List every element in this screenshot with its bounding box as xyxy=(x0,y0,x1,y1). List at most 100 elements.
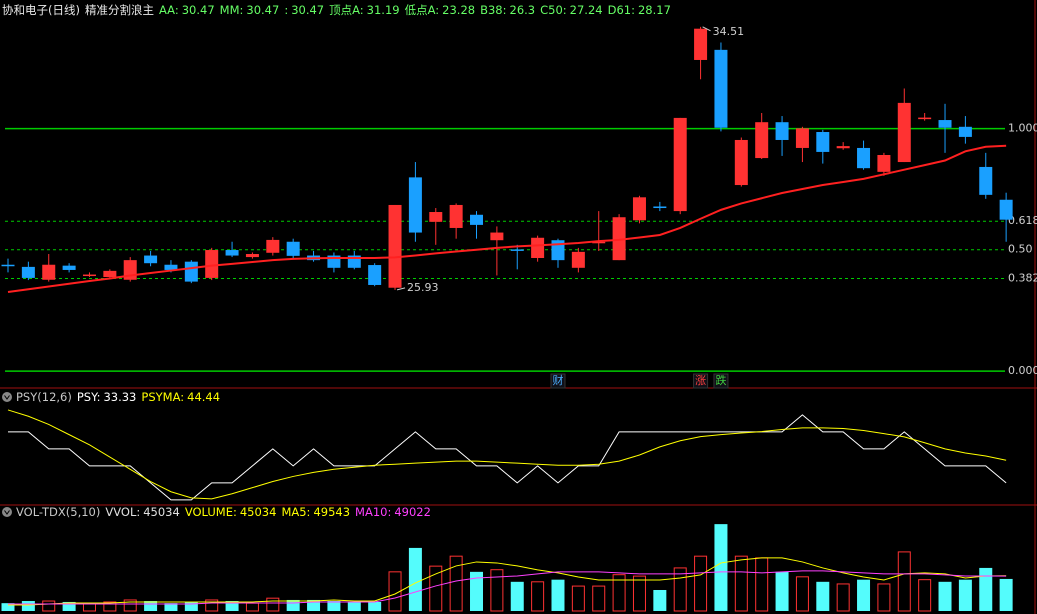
panel-icon xyxy=(4,395,10,400)
indicator-label: 低点A: xyxy=(404,3,440,17)
low-pointer xyxy=(396,287,406,291)
candle-body xyxy=(205,250,219,278)
event-label: 涨 xyxy=(695,374,706,387)
candle-body xyxy=(388,204,402,288)
volume-bar xyxy=(388,571,402,612)
indicator-label: MM: xyxy=(219,3,244,17)
indicator-line xyxy=(7,409,1007,500)
volume-bar xyxy=(21,601,35,611)
panel-title: PSY(12,6) xyxy=(16,390,72,404)
candle-body xyxy=(734,139,748,186)
header: 协和电子(日线) 精准分割浪主 AA: 30.47 MM: 30.47:30.47 顶点A:… xyxy=(2,3,671,17)
volume-bar xyxy=(755,557,769,612)
candle-body xyxy=(795,128,809,148)
volume-bar xyxy=(470,571,484,611)
legend-value: 45034 xyxy=(143,505,180,519)
candle-body xyxy=(103,270,117,278)
panel-icon xyxy=(2,507,12,517)
candle-body xyxy=(184,261,198,282)
legend-value: 44.44 xyxy=(187,390,221,404)
volume-bar xyxy=(82,603,96,612)
level-label: 0.50 xyxy=(1008,243,1033,256)
volume-bar xyxy=(714,524,728,611)
indicator-label: D61: xyxy=(607,3,635,17)
volume-bar xyxy=(164,603,178,611)
indicator-label: B38: xyxy=(480,3,507,17)
legend-item: VOLUME: 45034 xyxy=(185,505,277,519)
level-label: 0.382 xyxy=(1008,272,1037,285)
volume-bar xyxy=(347,601,361,611)
volume-bar xyxy=(245,602,259,612)
event-label: 财 xyxy=(552,373,563,387)
volume-bar xyxy=(205,599,219,612)
volume-bar xyxy=(694,555,708,612)
level-label: 0.618 xyxy=(1008,214,1037,227)
volume-bar xyxy=(449,555,463,612)
indicator: :30.47 xyxy=(284,3,324,17)
legend-name: PSYMA: xyxy=(141,390,185,404)
indicator: D61: 28.17 xyxy=(608,3,671,17)
volume-bar xyxy=(62,601,76,611)
candle-body xyxy=(938,120,952,128)
volume-bar xyxy=(857,579,871,611)
volume-bar xyxy=(368,601,382,611)
level-label: 0.000 xyxy=(1008,364,1037,377)
indicator-value: 30.47 xyxy=(291,3,325,17)
panel-title: VOL-TDX(5,10) xyxy=(16,505,101,519)
candle-body xyxy=(897,102,911,163)
legend-name: MA10: xyxy=(355,505,392,519)
volume-bar xyxy=(531,581,545,612)
candle-body xyxy=(449,204,463,228)
candle-body xyxy=(286,241,300,256)
volume-bar xyxy=(795,576,809,612)
candle-body xyxy=(836,146,850,149)
candle-body xyxy=(245,254,259,258)
volume-bar xyxy=(653,589,667,611)
volume-bar xyxy=(775,571,789,611)
volume-bar xyxy=(999,578,1013,611)
volume-bar xyxy=(42,600,56,612)
chart-subtitle: 精准分割浪主 xyxy=(84,3,154,17)
volume-bar xyxy=(510,581,524,611)
candle-body xyxy=(225,250,239,256)
candle-body xyxy=(429,212,443,222)
candle-body xyxy=(918,117,932,120)
indicator: MM: 30.47 xyxy=(220,3,280,17)
candle-body xyxy=(775,122,789,140)
candle-body xyxy=(490,232,504,241)
volume-bar xyxy=(123,599,137,612)
volume-bar xyxy=(897,551,911,612)
vol-legend: VOL-TDX(5,10) VVOL: 45034 VOLUME: 45034 MA5: 4… xyxy=(16,505,431,519)
legend-item: PSYMA: 44.44 xyxy=(141,390,220,404)
volume-bar xyxy=(734,555,748,612)
volume-bar xyxy=(408,547,422,611)
candle-body xyxy=(877,154,891,172)
indicator-label: 顶点A: xyxy=(329,3,364,17)
legend-name: VOLUME: xyxy=(184,505,237,519)
candle-body xyxy=(164,264,178,270)
event-box xyxy=(550,373,566,389)
candle-body xyxy=(510,249,524,251)
volume-bar xyxy=(327,601,341,611)
candle-body xyxy=(470,214,484,225)
volume-bar xyxy=(836,583,850,612)
candle-body xyxy=(958,126,972,137)
volume-bar xyxy=(571,585,585,612)
legend-value: 49022 xyxy=(394,505,431,519)
candle-body xyxy=(144,255,158,264)
indicator-value: 28.17 xyxy=(637,3,671,17)
candle-body xyxy=(632,197,646,221)
candle-body xyxy=(653,206,667,209)
legend-name: PSY: xyxy=(76,390,101,404)
panel-icon xyxy=(2,392,12,402)
legend-name: VVOL: xyxy=(105,505,141,519)
volume-bar xyxy=(103,601,117,612)
candle-body xyxy=(21,266,35,278)
low-label: 25.93 xyxy=(407,281,439,294)
volume-bar xyxy=(958,579,972,611)
candle-body xyxy=(714,49,728,128)
indicator-value: 31.19 xyxy=(366,3,400,17)
candle-body xyxy=(857,147,871,169)
event-box xyxy=(693,373,709,389)
